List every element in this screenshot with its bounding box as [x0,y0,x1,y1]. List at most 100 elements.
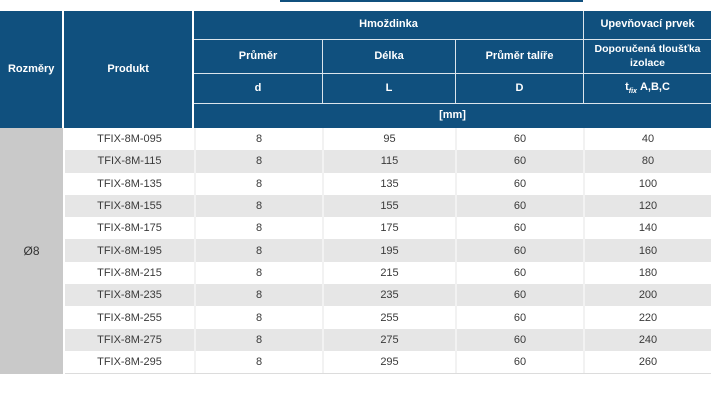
doporucena-label: Doporučená tloušťka izolace [594,43,701,69]
table-row: TFIX-8M-115 8 115 60 80 [65,150,711,173]
header-rozmery: Rozměry [0,11,63,128]
table-row: TFIX-8M-295 8 295 60 260 [65,350,711,374]
d-cell: 8 [194,150,322,173]
plate-cell: 60 [455,261,583,285]
l-cell: 175 [322,217,455,240]
product-cell: TFIX-8M-235 [97,289,162,302]
header-group-upevnovaci: Upevňovací prvek [583,11,711,39]
header-produkt: Produkt [64,11,193,128]
plate-cell: 60 [455,150,583,173]
product-cell: TFIX-8M-115 [97,155,162,168]
group-upevnovaci-label: Upevňovací prvek [600,18,695,31]
tfix-t: t [625,80,629,93]
data-rows: TFIX-8M-095 8 95 60 40 TFIX-8M-115 8 115… [65,128,711,375]
sym-d-label: d [254,81,262,94]
header-doporucena: Doporučená tloušťka izolace [583,40,711,73]
header-right-section: Hmoždinka Upevňovací prvek Průměr Délka … [194,11,711,128]
product-cell: TFIX-8M-135 [97,177,162,190]
tfix-cell: 160 [583,239,711,262]
plate-cell: 60 [455,284,583,307]
header-group-hmozdinka: Hmoždinka [194,11,583,39]
sym-tfix-label: tfix A,B,C [625,81,670,96]
tfix-cell: 240 [583,328,711,351]
product-cell: TFIX-8M-195 [97,244,162,257]
tfix-cell: 140 [583,217,711,240]
plate-cell: 60 [455,194,583,218]
d-cell: 8 [194,239,322,262]
plate-cell: 60 [455,239,583,262]
l-cell: 255 [322,306,455,329]
header-unit-row: [mm] [194,103,711,128]
table-row: TFIX-8M-275 8 275 60 240 [65,328,711,351]
table-row: TFIX-8M-235 8 235 60 200 [65,284,711,307]
tfix-cell: 260 [583,350,711,374]
table-row: TFIX-8M-095 8 95 60 40 [65,128,711,151]
header-sym-d: d [194,74,322,103]
header-unit-mm: [mm] [194,104,711,128]
plate-cell: 60 [455,217,583,240]
d-cell: 8 [194,194,322,218]
column-divider [62,11,65,128]
plate-cell: 60 [455,350,583,374]
tfix-cell: 40 [583,128,711,151]
column-divider [192,11,195,128]
d-cell: 8 [194,261,322,285]
tfix-cell: 180 [583,261,711,285]
table-row: TFIX-8M-215 8 215 60 180 [65,261,711,285]
sym-plate-label: D [515,81,524,94]
plate-cell: 60 [455,128,583,151]
group-hmozdinka-label: Hmoždinka [359,18,418,31]
plate-cell: 60 [455,172,583,195]
l-cell: 295 [322,350,455,374]
d-cell: 8 [194,306,322,329]
tfix-subscript: fix [628,87,637,95]
product-cell: TFIX-8M-255 [97,311,162,324]
tfix-cell: 220 [583,306,711,329]
unit-label: [mm] [439,109,466,122]
header-sym-l: L [322,74,455,103]
l-cell: 155 [322,194,455,218]
header-produkt-label: Produkt [107,62,149,75]
table-row: TFIX-8M-195 8 195 60 160 [65,239,711,262]
tfix-suffix: A,B,C [639,80,670,93]
d-cell: 8 [194,128,322,151]
l-cell: 95 [322,128,455,151]
header-prumer: Průměr [194,40,322,73]
l-cell: 135 [322,172,455,195]
header-symbol-row: d L D tfix A,B,C [194,73,711,103]
delka-label: Délka [374,49,404,62]
header-prumer-talire: Průměr talíře [455,40,583,73]
cropped-table-edge [280,0,583,2]
table-body: Ø8 TFIX-8M-095 8 95 60 40 TFIX-8M-115 8 … [0,128,711,375]
product-table: Rozměry Produkt Hmoždinka Upevňovací prv… [0,11,711,375]
l-cell: 215 [322,261,455,285]
d-cell: 8 [194,172,322,195]
product-cell: TFIX-8M-175 [97,222,162,235]
product-cell: TFIX-8M-215 [97,266,162,279]
column-divider [63,128,65,375]
product-cell: TFIX-8M-295 [97,356,162,369]
header-subtitle-row: Průměr Délka Průměr talíře Doporučená tl… [194,39,711,73]
table-row: TFIX-8M-155 8 155 60 120 [65,194,711,218]
sym-l-label: L [385,81,393,94]
product-cell: TFIX-8M-155 [97,200,162,213]
plate-cell: 60 [455,328,583,351]
body-rozmery-cell: Ø8 [0,128,63,375]
plate-cell: 60 [455,306,583,329]
table-row: TFIX-8M-135 8 135 60 100 [65,172,711,195]
header-delka: Délka [322,40,455,73]
product-cell: TFIX-8M-095 [97,133,162,146]
prumer-label: Průměr [238,49,278,62]
tfix-cell: 120 [583,194,711,218]
table-row: TFIX-8M-255 8 255 60 220 [65,306,711,329]
d-cell: 8 [194,284,322,307]
header-sym-plate: D [455,74,583,103]
d-cell: 8 [194,328,322,351]
l-cell: 235 [322,284,455,307]
l-cell: 115 [322,150,455,173]
table-row: TFIX-8M-175 8 175 60 140 [65,217,711,240]
l-cell: 275 [322,328,455,351]
prumer-talire-label: Průměr talíře [485,49,554,62]
table-header: Rozměry Produkt Hmoždinka Upevňovací prv… [0,11,711,128]
